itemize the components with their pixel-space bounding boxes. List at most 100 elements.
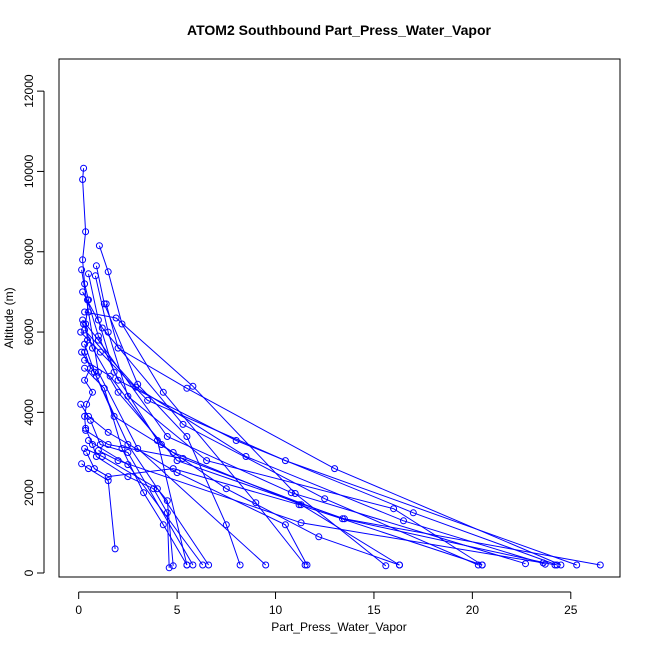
series-line-22 bbox=[85, 429, 556, 566]
y-axis: 0 2000 4000 6000 8000 10000 12000 bbox=[22, 74, 45, 576]
data-point bbox=[297, 519, 305, 527]
x-axis-label: Part_Press_Water_Vapor bbox=[271, 620, 406, 634]
series-line-2 bbox=[95, 265, 241, 566]
data-point bbox=[82, 426, 90, 434]
y-tick-label: 10000 bbox=[22, 154, 36, 188]
series-line-4 bbox=[94, 275, 483, 566]
data-point bbox=[85, 270, 92, 278]
data-point bbox=[140, 489, 148, 497]
data-point bbox=[124, 441, 132, 448]
series-line-13 bbox=[80, 331, 577, 566]
data-point bbox=[596, 561, 604, 569]
data-point bbox=[78, 460, 86, 468]
data-point bbox=[150, 485, 157, 493]
data-point bbox=[291, 490, 299, 497]
data-point bbox=[169, 449, 177, 456]
data-point bbox=[301, 561, 309, 569]
data-point bbox=[98, 453, 106, 460]
y-tick-label: 8000 bbox=[22, 238, 36, 265]
data-point bbox=[153, 437, 161, 444]
x-tick-label: 15 bbox=[367, 603, 381, 617]
data-point bbox=[112, 314, 120, 322]
plot-frame bbox=[58, 58, 621, 578]
y-tick-label: 4000 bbox=[22, 399, 36, 426]
series-line-19 bbox=[81, 463, 116, 549]
data-point bbox=[124, 473, 132, 481]
data-point bbox=[90, 368, 98, 376]
data-point bbox=[85, 412, 92, 420]
data-point bbox=[104, 473, 112, 481]
data-point bbox=[179, 420, 187, 428]
data-point bbox=[157, 441, 165, 448]
y-tick-label: 6000 bbox=[22, 318, 36, 345]
series-line-7 bbox=[87, 299, 558, 566]
data-point bbox=[474, 561, 482, 569]
data-point bbox=[100, 384, 108, 392]
x-tick-label: 0 bbox=[75, 603, 82, 617]
data-point bbox=[110, 368, 118, 376]
data-point bbox=[79, 256, 87, 264]
data-point bbox=[297, 501, 305, 509]
data-point bbox=[104, 268, 112, 276]
data-point bbox=[183, 384, 191, 392]
data-point bbox=[104, 477, 112, 485]
data-point bbox=[321, 495, 329, 503]
data-point bbox=[315, 533, 323, 541]
data-point bbox=[81, 326, 89, 334]
data-point bbox=[179, 455, 187, 462]
x-axis: 0 5 10 15 20 25 bbox=[75, 591, 578, 617]
data-point bbox=[340, 515, 348, 523]
data-point bbox=[85, 308, 92, 316]
data-point bbox=[390, 505, 398, 513]
x-tick-label: 10 bbox=[269, 603, 283, 617]
data-point bbox=[81, 376, 89, 384]
data-point bbox=[96, 348, 104, 356]
data-point bbox=[106, 372, 114, 380]
data-point bbox=[84, 296, 91, 304]
y-axis-label: Altitude (m) bbox=[2, 287, 16, 348]
data-point bbox=[169, 465, 177, 473]
data-point bbox=[124, 449, 132, 456]
data-point bbox=[83, 449, 91, 456]
y-tick-label: 12000 bbox=[22, 74, 36, 108]
data-point bbox=[114, 457, 122, 465]
data-point bbox=[114, 344, 122, 352]
data-point bbox=[100, 300, 108, 308]
data-point bbox=[124, 392, 132, 400]
data-point bbox=[81, 340, 89, 348]
data-point bbox=[173, 469, 181, 477]
data-point bbox=[281, 457, 289, 465]
data-point bbox=[281, 521, 289, 529]
data-point bbox=[81, 412, 89, 420]
data-point bbox=[165, 564, 173, 572]
data-point bbox=[199, 561, 207, 569]
data-point bbox=[80, 164, 88, 172]
data-point bbox=[163, 509, 171, 517]
data-point bbox=[203, 457, 211, 465]
data-point bbox=[287, 489, 295, 497]
data-point bbox=[132, 383, 140, 391]
data-point bbox=[262, 561, 270, 569]
series-line-1 bbox=[98, 245, 306, 566]
data-point bbox=[222, 521, 230, 529]
x-tick-label: 20 bbox=[466, 603, 480, 617]
data-point bbox=[159, 521, 167, 529]
x-tick-label: 5 bbox=[174, 603, 181, 617]
data-point bbox=[539, 559, 547, 567]
data-point bbox=[118, 445, 126, 452]
data-point bbox=[295, 501, 303, 509]
data-point bbox=[82, 424, 90, 432]
data-point bbox=[551, 561, 559, 569]
data-point bbox=[79, 316, 87, 324]
data-point bbox=[82, 228, 90, 236]
data-point bbox=[81, 308, 89, 316]
series-line-0 bbox=[82, 168, 170, 568]
data-point bbox=[94, 332, 102, 340]
data-point bbox=[111, 545, 119, 553]
data-point bbox=[89, 441, 96, 448]
data-point bbox=[124, 461, 132, 469]
data-point bbox=[159, 388, 167, 396]
data-point bbox=[134, 445, 142, 452]
data-point bbox=[94, 447, 102, 454]
data-point bbox=[79, 176, 87, 183]
